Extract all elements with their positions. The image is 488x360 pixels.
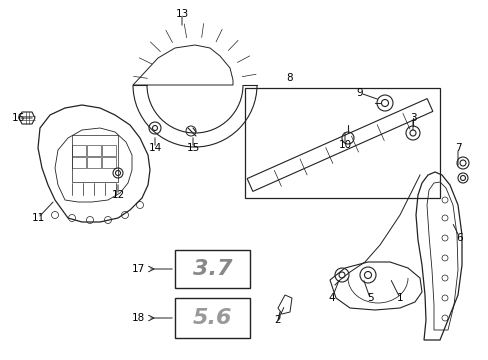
Text: 9: 9 — [356, 88, 363, 98]
Text: 11: 11 — [31, 213, 44, 223]
Text: 17: 17 — [131, 264, 144, 274]
Text: 14: 14 — [148, 143, 162, 153]
Text: 4: 4 — [328, 293, 335, 303]
Text: 7: 7 — [454, 143, 460, 153]
Text: 3: 3 — [409, 113, 415, 123]
Bar — [175, 298, 249, 338]
Text: 1: 1 — [396, 293, 403, 303]
Text: 10: 10 — [338, 140, 351, 150]
Text: 16: 16 — [11, 113, 24, 123]
Bar — [244, 88, 439, 198]
Text: 3.7: 3.7 — [192, 259, 232, 279]
Text: 6: 6 — [456, 233, 462, 243]
Bar — [175, 250, 249, 288]
Text: 13: 13 — [175, 9, 188, 19]
Text: 8: 8 — [286, 73, 293, 83]
Text: 15: 15 — [186, 143, 199, 153]
Text: 2: 2 — [274, 315, 281, 325]
Text: 5: 5 — [366, 293, 372, 303]
Text: 18: 18 — [131, 313, 144, 323]
Text: 5.6: 5.6 — [192, 308, 232, 328]
Text: 12: 12 — [111, 190, 124, 200]
